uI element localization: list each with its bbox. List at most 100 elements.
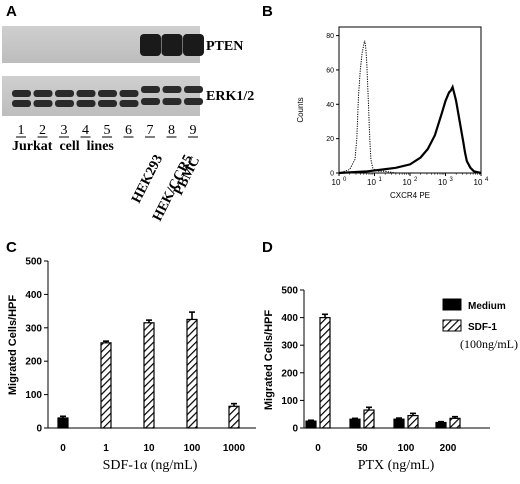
- pten-band: [183, 34, 204, 56]
- c-x-tick-label: 1: [103, 443, 109, 454]
- pten-band: [161, 34, 183, 56]
- histogram-x-tick-label: 10: [367, 178, 376, 187]
- d-bar-sdf1-200: [449, 417, 461, 429]
- histogram-x-tick-label: 10: [474, 178, 483, 187]
- erk-band-lower: [119, 100, 139, 107]
- erk-bands: [12, 86, 203, 107]
- lane-number: 1: [18, 123, 25, 138]
- blot-label-pten: PTEN: [206, 39, 243, 54]
- histogram-frame: [338, 26, 482, 174]
- histogram-x-tick-exponent: 3: [450, 177, 454, 183]
- histogram-y-ticks: 0 20 40 60 80: [326, 33, 339, 178]
- d-bar-sdf1-0: [319, 317, 331, 429]
- c-x-tick-label: 1000: [223, 443, 246, 454]
- d-x-tick-label: 100: [398, 443, 415, 454]
- pten-band: [140, 34, 161, 56]
- histogram-x-tick-label: 10: [403, 178, 412, 187]
- y-tick-label: 0: [36, 424, 42, 435]
- histogram-y-tick-label: 80: [326, 33, 334, 40]
- erk-band-upper: [162, 86, 182, 93]
- histogram-x-ticks: 10 0 10 1 10 2 10 3 10 4: [332, 173, 489, 187]
- histogram-x-tick-exponent: 4: [485, 177, 489, 183]
- d-x-tick-label: 50: [356, 443, 368, 454]
- lane-number: 2: [39, 123, 46, 138]
- erk-band-upper: [55, 90, 74, 97]
- ptx-migration-chart: Migrated Cells/HPF PTX (ng/mL) 0 100 200 30…: [263, 286, 518, 474]
- d-bars: 0 50 100 200: [305, 313, 461, 454]
- c-x-axis-label: SDF-1α (ng/mL): [103, 458, 198, 473]
- histogram-isotype-curve: [338, 40, 481, 174]
- d-x-tick-label: 0: [315, 443, 321, 454]
- lane-number: 4: [82, 123, 89, 138]
- lane-number: 6: [125, 123, 132, 138]
- c-bar-10: [143, 322, 155, 429]
- d-bar-medium-0: [305, 420, 317, 429]
- c-bar-0: [57, 417, 69, 429]
- histogram-x-tick-label: 10: [332, 178, 341, 187]
- legend-note-concentration: (100ng/mL): [460, 337, 518, 351]
- histogram-y-tick-label: 0: [330, 171, 334, 178]
- y-tick-label: 300: [25, 323, 42, 334]
- erk-band-upper: [33, 90, 53, 97]
- c-bar-1: [100, 342, 112, 429]
- d-y-ticks: 0 100 200 300 400 500: [281, 286, 304, 435]
- d-bar-sdf1-100: [407, 414, 419, 429]
- histogram-x-tick-exponent: 2: [414, 177, 418, 183]
- histogram-y-tick-label: 60: [326, 67, 334, 74]
- erk-band-upper: [119, 90, 139, 97]
- legend-swatch-medium: [442, 298, 462, 311]
- y-tick-label: 400: [25, 290, 42, 301]
- y-tick-label: 500: [281, 286, 298, 297]
- c-x-tick-label: 0: [60, 443, 66, 454]
- panel-letter-c: C: [6, 239, 17, 256]
- d-bar-medium-100: [393, 418, 405, 429]
- erk-band-upper: [184, 86, 203, 93]
- histogram-x-axis-label: CXCR4 PE: [390, 191, 430, 200]
- jurkat-group-label: Jurkat cell lines: [12, 139, 114, 154]
- d-legend: Medium SDF-1 (100ng/mL): [442, 298, 518, 351]
- pten-bands: [140, 34, 204, 56]
- d-x-axis-label: PTX (ng/mL): [358, 458, 435, 473]
- d-y-axis-label: Migrated Cells/HPF: [263, 310, 275, 411]
- erk-band-lower: [55, 100, 74, 107]
- lane-number: 7: [147, 123, 154, 138]
- lane-number: 5: [104, 123, 111, 138]
- c-bars: 0 1 10 100 1000: [57, 311, 246, 454]
- c-x-tick-label: 100: [184, 443, 201, 454]
- panel-letter-d: D: [262, 239, 273, 256]
- y-tick-label: 100: [25, 390, 42, 401]
- legend-swatch-sdf1: [442, 319, 462, 332]
- erk-band-lower: [184, 98, 203, 105]
- c-x-tick-label: 10: [143, 443, 155, 454]
- histogram-y-axis-label: Counts: [296, 97, 305, 122]
- histogram-x-tick-exponent: 0: [343, 177, 347, 183]
- erk-band-upper: [98, 90, 117, 97]
- erk-band-upper: [12, 90, 31, 97]
- histogram-cxcr4-curve: [338, 84, 482, 175]
- y-tick-label: 200: [281, 368, 298, 379]
- y-tick-label: 500: [25, 257, 42, 268]
- erk-band-lower: [141, 98, 160, 105]
- c-bar-100: [186, 318, 198, 429]
- d-bar-sdf1-50: [363, 409, 375, 429]
- erk-band-lower: [76, 100, 96, 107]
- c-y-ticks: 0 100 200 300 400 500: [25, 257, 48, 435]
- y-tick-label: 300: [281, 341, 298, 352]
- blot-label-erk: ERK1/2: [206, 89, 254, 104]
- histogram-curves: [338, 40, 482, 175]
- d-x-tick-label: 200: [440, 443, 457, 454]
- histogram-y-tick-label: 40: [326, 102, 334, 109]
- y-tick-label: 400: [281, 313, 298, 324]
- y-tick-label: 0: [292, 424, 298, 435]
- erk-band-upper: [76, 90, 96, 97]
- y-tick-label: 200: [25, 357, 42, 368]
- lane-number: 8: [168, 123, 175, 138]
- d-bar-medium-200: [435, 421, 447, 429]
- histogram-x-tick-label: 10: [438, 178, 447, 187]
- c-bar-1000: [228, 405, 240, 429]
- d-bar-medium-50: [349, 418, 361, 429]
